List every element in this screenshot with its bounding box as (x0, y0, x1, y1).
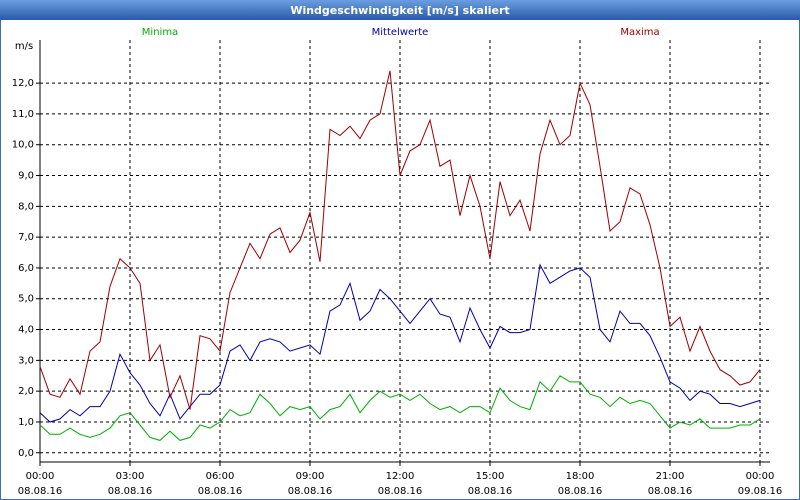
x-tick-date: 08.08.16 (648, 486, 693, 497)
y-tick-label: 4,0 (18, 325, 34, 336)
y-tick-label: 12,0 (12, 78, 34, 89)
x-tick-date: 08.08.16 (288, 486, 333, 497)
legend-label: Minima (142, 27, 178, 38)
title-bar (0, 0, 800, 20)
plot-area (40, 40, 770, 462)
y-tick-label: 8,0 (18, 201, 34, 212)
x-tick-label: 00:00 (26, 471, 55, 482)
series-line (39, 263, 761, 423)
y-tick-label: 3,0 (18, 355, 34, 366)
x-tick-date: 08.08.16 (108, 486, 153, 497)
legend-label: Mittelwerte (372, 27, 429, 38)
x-tick-label: 18:00 (566, 471, 595, 482)
x-tick-label: 06:00 (206, 471, 235, 482)
x-tick-label: 12:00 (386, 471, 415, 482)
x-tick-date: 08.08.16 (18, 486, 63, 497)
y-tick-label: 5,0 (18, 294, 34, 305)
x-tick-date: 08.08.16 (558, 486, 603, 497)
y-tick-label: 6,0 (18, 263, 34, 274)
y-tick-label: 0,0 (18, 448, 34, 459)
y-tick-label: 2,0 (18, 386, 34, 397)
x-tick-date: 08.08.16 (198, 486, 243, 497)
y-tick-label: 11,0 (12, 109, 34, 120)
x-tick-label: 00:00 (746, 471, 775, 482)
chart-title: Windgeschwindigkeit [m/s] skaliert (290, 4, 509, 17)
x-tick-label: 09:00 (296, 471, 325, 482)
y-axis-label: m/s (15, 41, 33, 52)
series-line (39, 70, 761, 410)
x-tick-label: 15:00 (476, 471, 505, 482)
x-tick-date: 08.08.16 (468, 486, 513, 497)
x-tick-date: 09.08.16 (738, 486, 783, 497)
series-line (39, 375, 761, 441)
y-tick-label: 1,0 (18, 417, 34, 428)
x-tick-date: 08.08.16 (378, 486, 423, 497)
x-tick-label: 03:00 (116, 471, 145, 482)
x-tick-label: 21:00 (656, 471, 685, 482)
y-tick-label: 7,0 (18, 232, 34, 243)
legend-label: Maxima (620, 27, 659, 38)
y-tick-label: 10,0 (12, 140, 34, 151)
y-tick-label: 9,0 (18, 171, 34, 182)
